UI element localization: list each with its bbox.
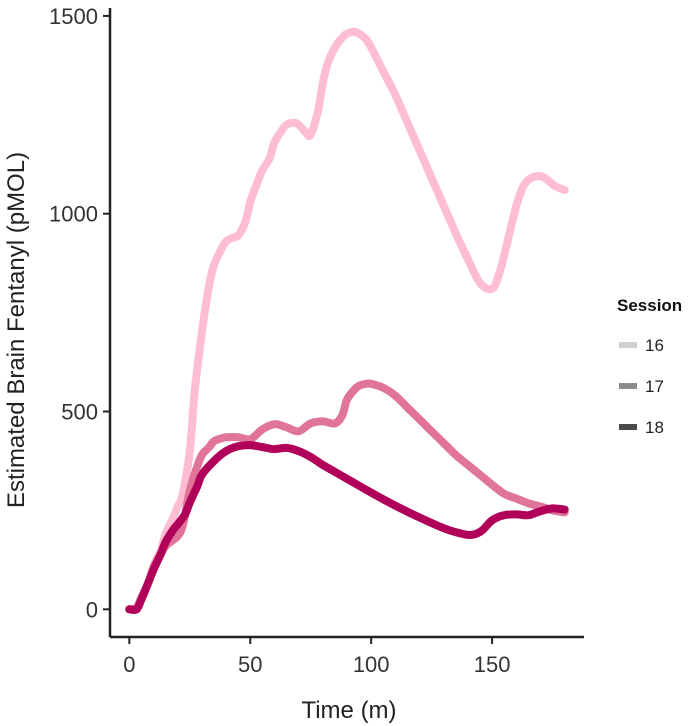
x-tick-label: 100 <box>353 652 390 677</box>
x-axis-title: Time (m) <box>301 697 396 724</box>
y-tick-label: 500 <box>61 400 98 425</box>
legend-label-17: 17 <box>645 377 664 396</box>
y-axis-title: Estimated Brain Fentanyl (pMOL) <box>3 152 30 508</box>
series-line-17 <box>125 379 569 614</box>
legend-entries: 16 17 18 <box>619 336 664 437</box>
legend-label-18: 18 <box>645 418 664 437</box>
x-axis-ticks: 0 50 100 150 <box>123 637 510 677</box>
y-tick-label: 1000 <box>49 202 98 227</box>
y-tick-label: 1500 <box>49 4 98 29</box>
series-layer <box>125 27 569 615</box>
y-tick-label: 0 <box>86 597 98 622</box>
series-line-16 <box>125 27 569 614</box>
x-tick-label: 50 <box>238 652 262 677</box>
series-line-18 <box>125 441 569 615</box>
y-axis-ticks: 0 500 1000 1500 <box>49 4 110 622</box>
legend-label-16: 16 <box>645 336 664 355</box>
legend-title: Session <box>617 296 682 315</box>
x-tick-label: 150 <box>474 652 511 677</box>
legend: Session 16 17 18 <box>617 296 682 437</box>
x-tick-label: 0 <box>123 652 135 677</box>
